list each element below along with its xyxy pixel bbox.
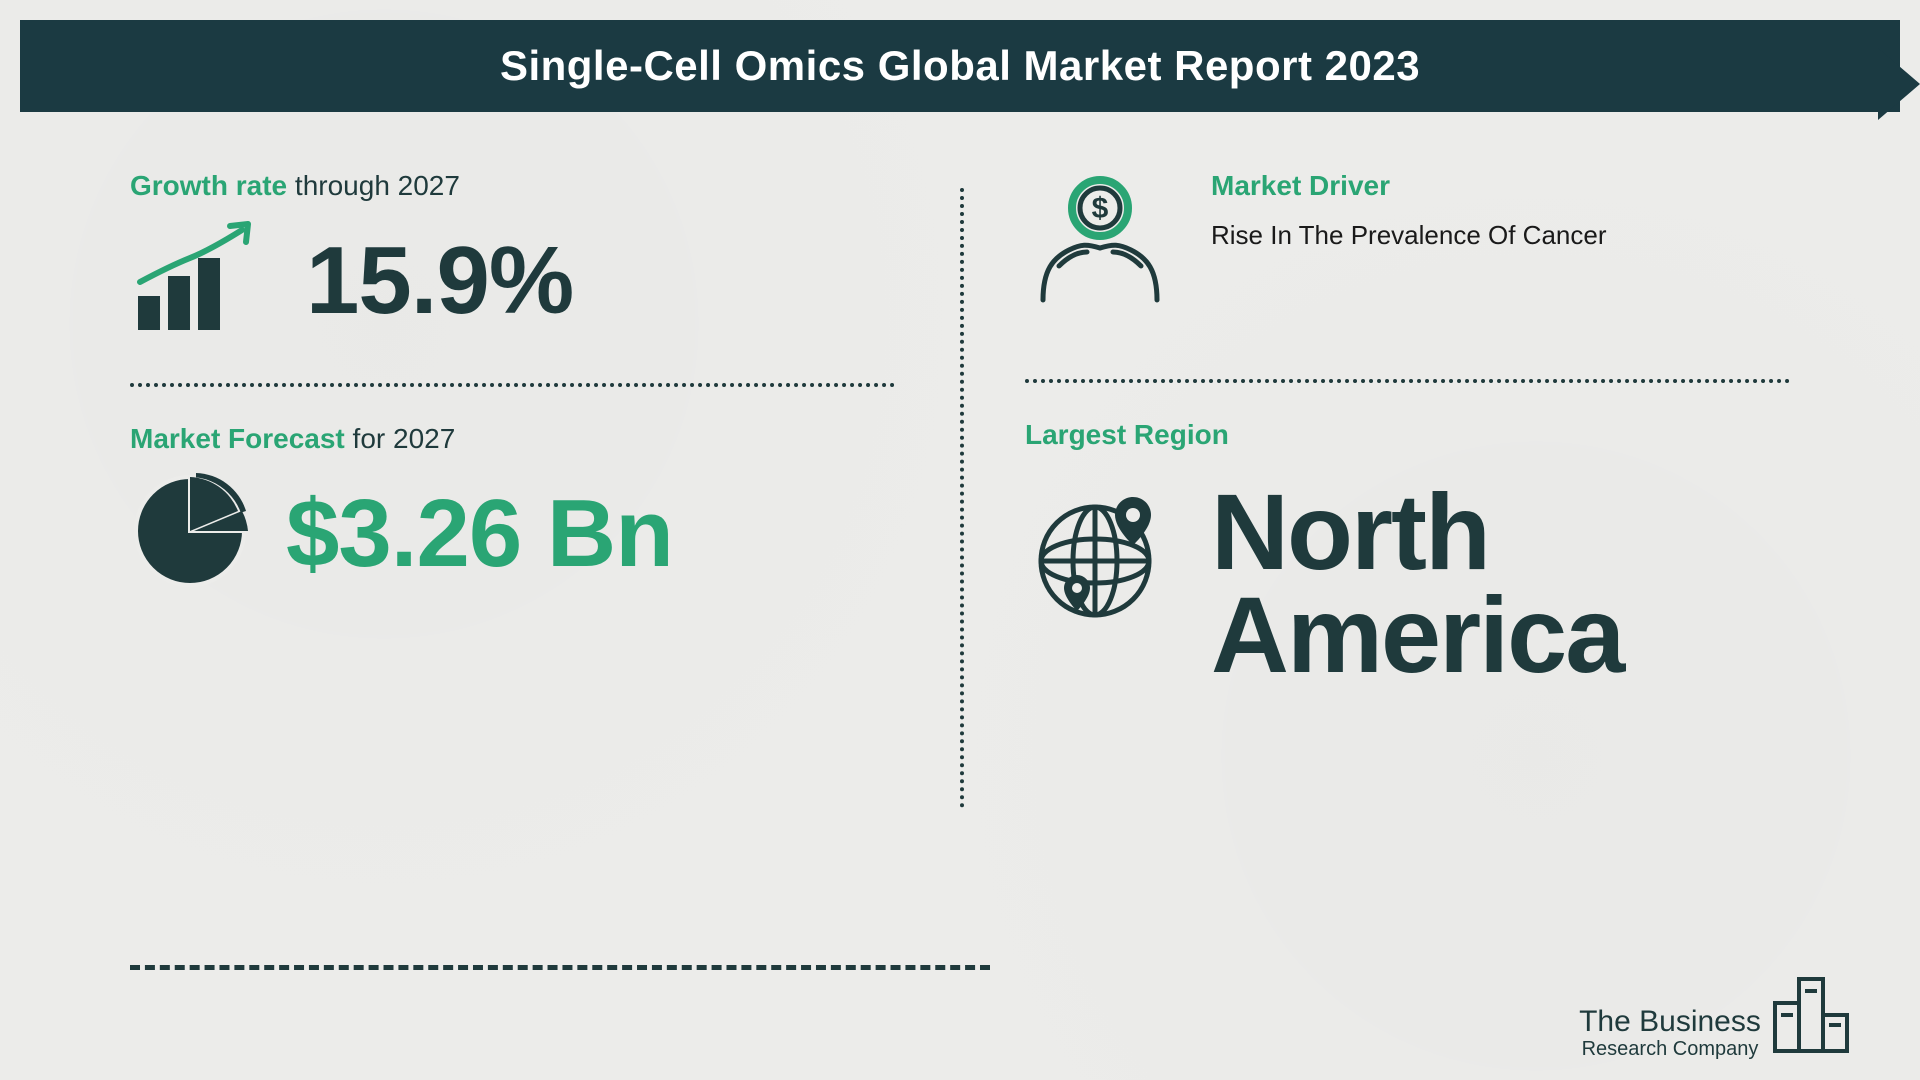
region-line1: North — [1211, 481, 1623, 584]
forecast-value: $3.26 Bn — [286, 486, 673, 582]
pie-chart-icon — [130, 471, 250, 596]
driver-label: Market Driver — [1211, 170, 1606, 202]
logo-line2: Research Company — [1579, 1038, 1761, 1060]
right-column: $ Market Driver Rise In The Prevalence O… — [955, 170, 1790, 1020]
growth-label: Growth rate through 2027 — [130, 170, 895, 202]
corner-accent — [1878, 48, 1920, 120]
forecast-label-accent: Market Forecast — [130, 423, 345, 454]
driver-text-col: Market Driver Rise In The Prevalence Of … — [1211, 170, 1606, 251]
company-logo: The Business Research Company — [1570, 969, 1860, 1060]
logo-line1: The Business — [1579, 1005, 1761, 1038]
left-column: Growth rate through 2027 15.9% — [130, 170, 955, 1020]
logo-text: The Business Research Company — [1579, 1005, 1761, 1060]
region-label: Largest Region — [1025, 419, 1790, 451]
forecast-label-muted: for 2027 — [345, 423, 456, 454]
hands-coin-icon: $ — [1025, 170, 1175, 315]
logo-buildings-icon — [1771, 969, 1851, 1060]
region-block: Largest Region — [1025, 419, 1790, 686]
bottom-dash-line — [130, 965, 990, 970]
growth-row: 15.9% — [130, 218, 895, 343]
driver-block: $ Market Driver Rise In The Prevalence O… — [1025, 170, 1790, 315]
driver-row: $ Market Driver Rise In The Prevalence O… — [1025, 170, 1790, 315]
report-title: Single-Cell Omics Global Market Report 2… — [500, 42, 1420, 90]
content-area: Growth rate through 2027 15.9% — [130, 170, 1790, 1020]
right-divider — [1025, 379, 1790, 383]
forecast-row: $3.26 Bn — [130, 471, 895, 596]
region-line2: America — [1211, 584, 1623, 687]
forecast-label: Market Forecast for 2027 — [130, 423, 895, 455]
growth-value: 15.9% — [306, 233, 573, 329]
growth-label-muted: through 2027 — [287, 170, 460, 201]
forecast-block: Market Forecast for 2027 $3.26 Bn — [130, 423, 895, 596]
svg-text:$: $ — [1092, 192, 1109, 225]
driver-text: Rise In The Prevalence Of Cancer — [1211, 220, 1606, 251]
left-divider — [130, 383, 895, 387]
growth-label-accent: Growth rate — [130, 170, 287, 201]
growth-block: Growth rate through 2027 15.9% — [130, 170, 895, 343]
region-row: North America — [1025, 481, 1790, 686]
title-bar: Single-Cell Omics Global Market Report 2… — [20, 20, 1900, 112]
globe-pins-icon — [1025, 481, 1175, 636]
growth-chart-icon — [130, 218, 270, 343]
region-value: North America — [1211, 481, 1623, 686]
